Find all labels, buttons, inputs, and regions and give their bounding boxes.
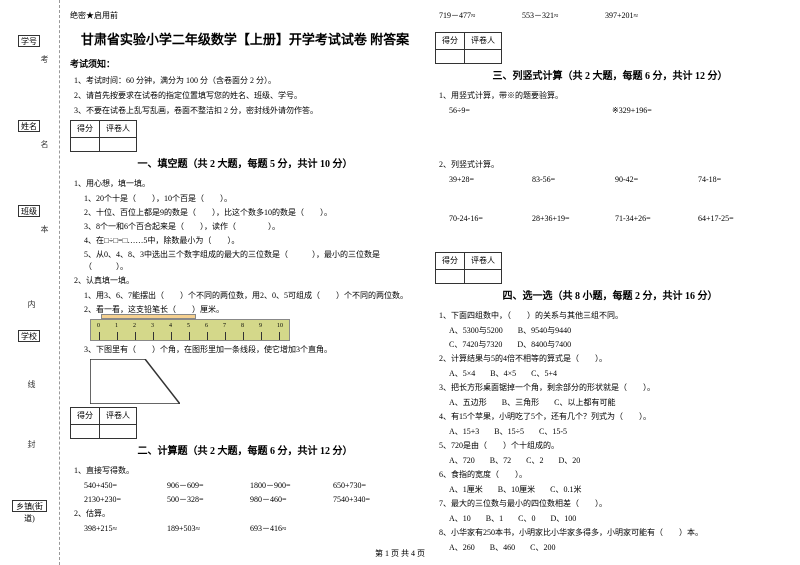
options: A、15+3 B、15÷5 C、15-5 [435, 426, 785, 438]
side-box: 姓名 [18, 120, 40, 132]
score-box: 得分评卷人 [435, 32, 502, 64]
question: 6、食指的宽度（ ）。 [435, 469, 785, 481]
section-4-title: 四、选一选（共 8 小题，每题 2 分，共计 16 分） [435, 289, 785, 304]
score-box: 得分评卷人 [70, 120, 137, 152]
question: 3、把长方形桌面锯掉一个角，剩余部分的形状就是（ ）。 [435, 382, 785, 394]
calc-row: 719－477≈ 553－321≈ 397+201≈ [435, 10, 785, 22]
score-label: 得分 [436, 33, 465, 50]
options: A、1厘米 B、10厘米 C、0.1米 [435, 484, 785, 496]
judge-label: 评卷人 [465, 33, 502, 50]
score-label: 得分 [71, 408, 100, 425]
calc-row: 540+450= 906－609= 1800－900= 650+730= [70, 480, 420, 492]
side-mark: 考 [38, 55, 50, 63]
instruction: 3、不要在试卷上乱写乱画，卷面不整洁扣 2 分，密封线外请勿作答。 [70, 105, 420, 117]
side-box: 班级 [18, 205, 40, 217]
side-mark: 线 [25, 380, 37, 388]
judge-label: 评卷人 [100, 408, 137, 425]
sub-question: 5、从0、4、8、3中选出三个数字组成的最大的三位数是（ ），最小的三位数是（ … [70, 249, 420, 273]
score-box: 得分评卷人 [435, 252, 502, 284]
instruction: 2、请首先按要求在试卷的指定位置填写您的姓名、班级、学号。 [70, 90, 420, 102]
trapezoid-figure [90, 359, 180, 404]
question: 5、720是由（ ）个十组成的。 [435, 440, 785, 452]
right-column: 719－477≈ 553－321≈ 397+201≈ 得分评卷人 三、列竖式计算… [435, 10, 785, 556]
side-mark: 封 [25, 440, 37, 448]
binding-strip: 学号 考 姓名 名 班级 本 内 学校 线 封 乡镇(街道) [0, 0, 60, 565]
options: A、10 B、1 C、0 D、100 [435, 513, 785, 525]
question: 1、用竖式计算，带※的题要验算。 [435, 90, 785, 102]
question: 1、下面四组数中，（ ）的关系与其他三组不同。 [435, 310, 785, 322]
left-column: 绝密★启用前 甘肃省实验小学二年级数学【上册】开学考试试卷 附答案 考试须知： … [70, 10, 420, 556]
page-footer: 第 1 页 共 4 页 [375, 548, 425, 560]
score-box: 得分评卷人 [70, 407, 137, 439]
ruler-figure: 012345678910 [90, 319, 290, 341]
side-mark: 本 [38, 225, 50, 233]
main-content: 绝密★启用前 甘肃省实验小学二年级数学【上册】开学考试试卷 附答案 考试须知： … [70, 10, 785, 556]
calc-row: 39+28= 83-56= 90-42= 74-18= [435, 174, 785, 186]
side-box: 学校 [18, 330, 40, 342]
calc-row: 70-24-16= 28+36+19= 71-34+26= 64+17-25= [435, 213, 785, 225]
secret-label: 绝密★启用前 [70, 10, 420, 22]
calc-row: 398+215≈ 189+503≈ 693－416≈ [70, 523, 420, 535]
question: 2、列竖式计算。 [435, 159, 785, 171]
side-box: 乡镇(街道) [12, 500, 47, 512]
question: 4、有15个苹果，小明吃了5个，还有几个？列式为（ ）。 [435, 411, 785, 423]
question: 1、用心想，填一填。 [70, 178, 420, 190]
sub-question: 4、在□÷□=□……5中，除数最小为（ ）。 [70, 235, 420, 247]
score-label: 得分 [436, 253, 465, 270]
question: 2、计算结果与5的4倍不相等的算式是（ ）。 [435, 353, 785, 365]
question: 2、认真填一填。 [70, 275, 420, 287]
options: A、5300与5200 B、9540与9440 [435, 325, 785, 337]
calc-row: 2130+230= 500－328= 980－460= 7540+340= [70, 494, 420, 506]
judge-label: 评卷人 [100, 121, 137, 138]
options: A、260 B、460 C、200 [435, 542, 785, 554]
pencil-shape [101, 314, 196, 319]
question: 7、最大的三位数与最小的四位数相差（ ）。 [435, 498, 785, 510]
question: 1、直接写得数。 [70, 465, 420, 477]
question: 8、小华家有250本书，小明家比小华家多得多，小明家可能有（ ）本。 [435, 527, 785, 539]
section-1-title: 一、填空题（共 2 大题，每题 5 分，共计 10 分） [70, 157, 420, 172]
side-mark: 内 [25, 300, 37, 308]
sub-question: 1、20个十是（ ），10个百是（ ）。 [70, 193, 420, 205]
options: C、7420与7320 D、8400与7400 [435, 339, 785, 351]
question: 2、估算。 [70, 508, 420, 520]
instruction: 1、考试时间：60 分钟，满分为 100 分（含卷面分 2 分）。 [70, 75, 420, 87]
side-mark: 名 [38, 140, 50, 148]
calc-row: 56÷9= ※329+196= [435, 105, 785, 117]
section-2-title: 二、计算题（共 2 大题，每题 6 分，共计 12 分） [70, 444, 420, 459]
options: A、720 B、72 C、2 D、20 [435, 455, 785, 467]
score-label: 得分 [71, 121, 100, 138]
options: A、5×4 B、4×5 C、5+4 [435, 368, 785, 380]
side-box: 学号 [18, 35, 40, 47]
sub-question: 1、用3、6、7能摆出（ ）个不同的两位数，用2、0、5可组成（ ）个不同的两位… [70, 290, 420, 302]
sub-question: 3、下图里有（ ）个角，在图形里加一条线段，使它增加3个直角。 [70, 344, 420, 356]
notice-heading: 考试须知： [70, 58, 420, 72]
options: A、五边形 B、三角形 C、以上都有可能 [435, 397, 785, 409]
section-3-title: 三、列竖式计算（共 2 大题，每题 6 分，共计 12 分） [435, 69, 785, 84]
judge-label: 评卷人 [465, 253, 502, 270]
exam-title: 甘肃省实验小学二年级数学【上册】开学考试试卷 附答案 [70, 30, 420, 50]
sub-question: 2、十位、百位上都是9的数是（ ），比这个数多10的数是（ ）。 [70, 207, 420, 219]
sub-question: 3、8个一和6个百合起来是（ ），读作（ ）。 [70, 221, 420, 233]
